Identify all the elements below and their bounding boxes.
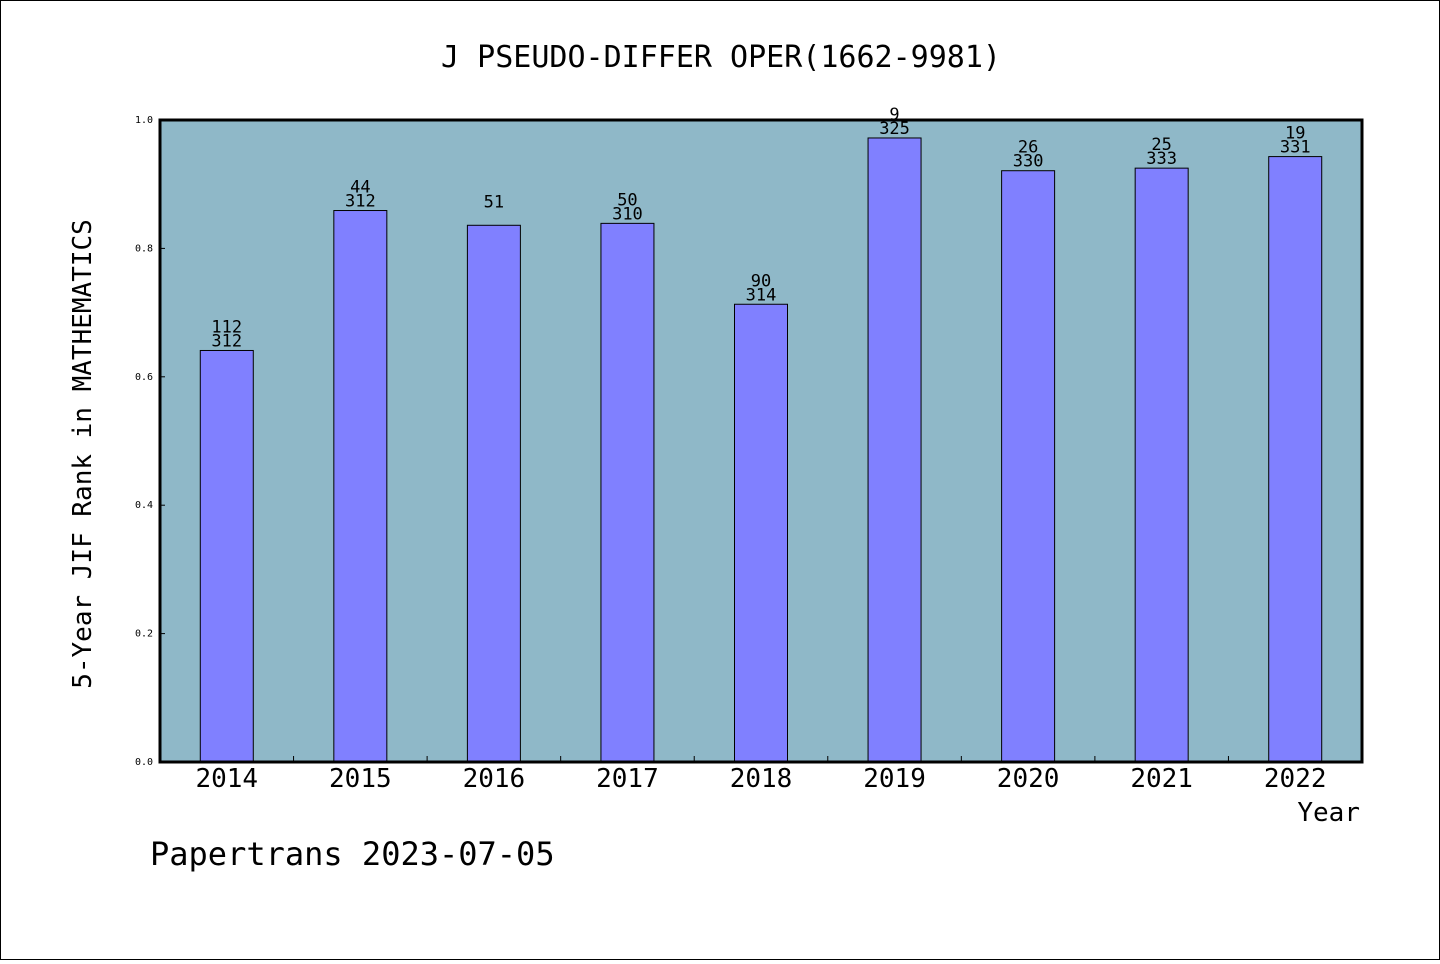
bar-2016	[466, 224, 521, 763]
rank-label-2016: 51	[484, 192, 504, 212]
x-tick-label-2016: 2016	[463, 764, 526, 794]
y-tick-label: 0.8	[135, 243, 153, 254]
rank-label-2014: 112	[211, 317, 242, 337]
bar-2018	[734, 303, 788, 763]
x-tick-label-2021: 2021	[1130, 764, 1193, 794]
total-label-2022: 331	[1280, 138, 1311, 158]
y-tick-label: 0.0	[135, 757, 153, 768]
total-label-2018: 314	[746, 285, 777, 305]
bar-2022	[1268, 156, 1323, 763]
rank-label-2022: 19	[1285, 124, 1305, 144]
bar-2017	[600, 222, 655, 763]
rank-label-2019: 9	[889, 105, 899, 125]
x-axis-label: Year	[1297, 798, 1360, 828]
total-label-2015: 312	[345, 192, 376, 212]
bars	[199, 137, 1323, 763]
total-label-2020: 330	[1013, 152, 1044, 172]
chart-title: J PSEUDO-DIFFER OPER(1662-9981)	[441, 40, 1001, 75]
bar-2015	[333, 210, 388, 763]
plot-border	[158, 118, 1364, 764]
y-tick-label: 1.0	[135, 115, 153, 126]
x-tick-label-2019: 2019	[863, 764, 926, 794]
y-tick-label: 0.6	[135, 372, 153, 383]
bar-2021	[1134, 167, 1189, 763]
x-axis: 2014 2015 2016 2017 2018 2019 2020 2021 2022	[195, 756, 1327, 794]
total-label-2019: 325	[879, 119, 910, 139]
footer-text: Papertrans 2023-07-05	[150, 835, 555, 873]
bar-2014	[199, 349, 254, 763]
y-axis-label: 5-Year JIF Rank in MATHEMATICS	[68, 219, 98, 689]
x-tick-label-2014: 2014	[195, 764, 258, 794]
x-tick-label-2020: 2020	[997, 764, 1060, 794]
rank-label-2015: 44	[350, 178, 370, 198]
bar-2019	[867, 137, 922, 763]
total-label-2021: 333	[1146, 149, 1177, 169]
rank-label-2021: 25	[1151, 135, 1171, 155]
total-label-2014: 312	[211, 331, 242, 351]
x-tick-label-2018: 2018	[730, 764, 793, 794]
total-label-2017: 310	[612, 204, 643, 224]
rank-label-2020: 26	[1018, 138, 1038, 158]
bar-2020	[1001, 170, 1056, 763]
rank-label-2018: 90	[751, 271, 771, 291]
x-tick-label-2015: 2015	[329, 764, 392, 794]
rank-label-2017: 50	[617, 190, 637, 210]
x-tick-label-2022: 2022	[1264, 764, 1327, 794]
y-tick-label: 0.2	[135, 629, 153, 640]
x-tick-label-2017: 2017	[596, 764, 659, 794]
y-tick-label: 0.4	[135, 500, 153, 511]
